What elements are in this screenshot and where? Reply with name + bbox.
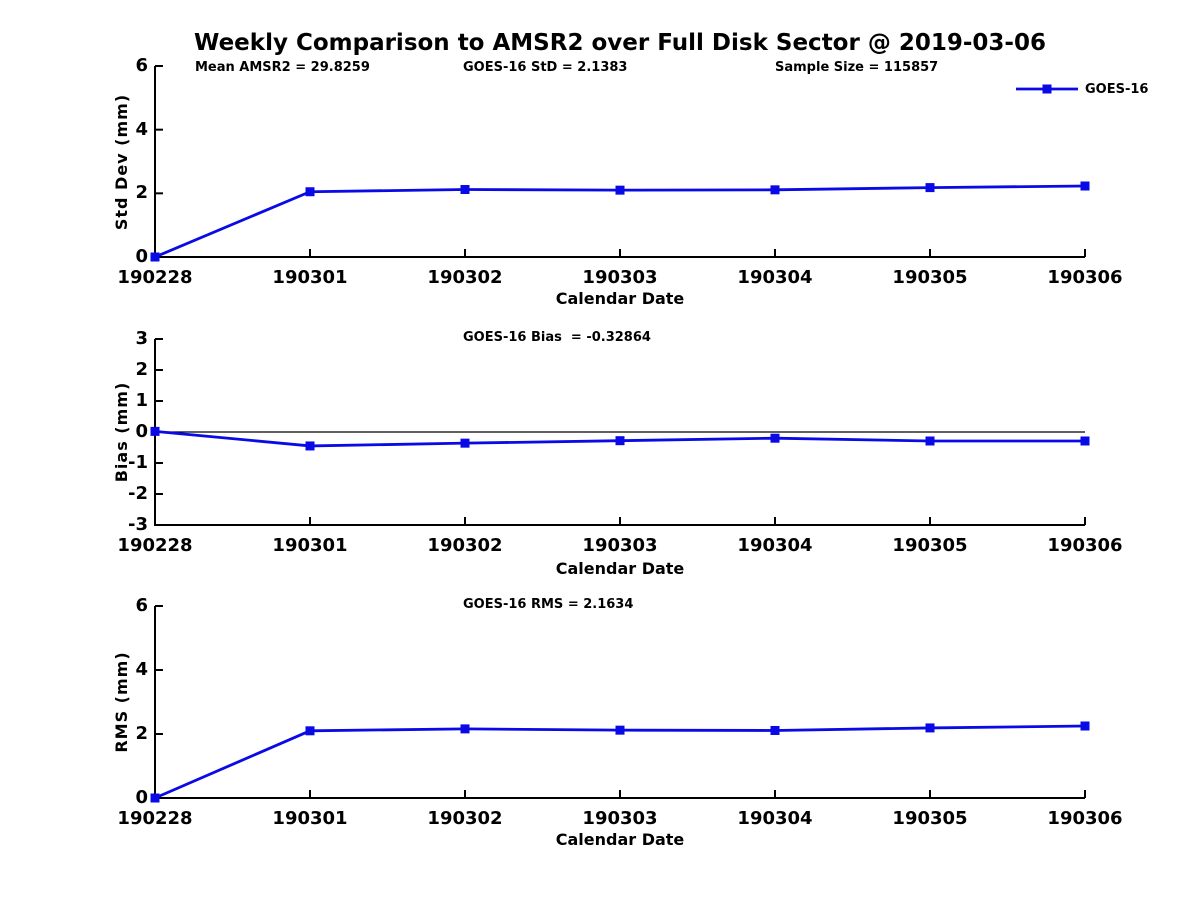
x-tick-label: 190301 [272,808,348,829]
data-point-marker [305,726,315,736]
y-tick-label: 6 [135,55,148,76]
data-point-marker [150,793,160,803]
data-point-marker [770,725,780,735]
annotation-mean-amsr2: Mean AMSR2 = 29.8259 [195,60,370,75]
x-tick-label: 190302 [427,808,503,829]
data-point-marker [925,183,935,193]
data-point-marker [925,723,935,733]
x-tick-label: 190303 [582,535,658,556]
x-tick-label: 190228 [117,267,193,288]
x-tick-label: 190305 [892,808,968,829]
x-tick-label: 190303 [582,808,658,829]
y-tick-label: 4 [135,118,148,140]
axis-spines [154,606,1085,799]
x-tick-label: 190305 [892,535,968,556]
x-axis-label-calendar-date: Calendar Date [555,830,685,849]
x-tick-label: 190304 [737,535,813,556]
y-tick-label: 0 [135,787,148,808]
x-tick-label: 190306 [1047,808,1123,829]
annotation-goes16-bias: GOES-16 Bias = -0.32864 [463,330,651,345]
y-tick-label: 3 [135,328,148,349]
data-point-marker [460,438,470,448]
x-tick-label: 190305 [892,267,968,288]
y-tick-label: 4 [135,659,148,680]
x-tick-label: 190302 [427,535,503,556]
y-tick-label: -3 [128,514,148,535]
data-point-marker [770,185,780,195]
annotation-sample-size: Sample Size = 115857 [775,60,939,75]
y-tick-label: 6 [135,595,148,616]
y-tick-label: 2 [135,359,148,380]
annotation-goes16-rms: GOES-16 RMS = 2.1634 [463,597,634,612]
data-point-marker [615,725,625,735]
data-point-marker [770,433,780,443]
data-point-marker [1080,436,1090,446]
data-line [154,724,1086,800]
data-point-marker [1080,721,1090,731]
legend-label: GOES-16 [1085,82,1149,97]
data-point-marker [460,185,470,195]
data-point-marker [305,187,315,197]
y-tick-label: 1 [135,390,148,411]
data-point-marker [615,185,625,195]
legend-marker [1042,84,1052,94]
y-tick-label: 2 [135,182,148,204]
x-axis-label-calendar-date: Calendar Date [555,289,685,308]
x-tick-label: 190228 [117,808,193,829]
x-tick-label: 190228 [117,535,193,556]
figure-title: Weekly Comparison to AMSR2 over Full Dis… [194,30,1046,56]
annotation-goes16-std: GOES-16 StD = 2.1383 [463,60,628,75]
data-point-marker [1080,181,1090,191]
y-tick-label: -1 [128,452,148,473]
data-point-marker [925,436,935,446]
x-tick-label: 190301 [272,535,348,556]
data-point-marker [615,436,625,446]
data-point-marker [460,724,470,734]
x-tick-label: 190306 [1047,267,1123,288]
data-point-marker [150,252,160,262]
x-tick-label: 190304 [737,808,813,829]
axis-spines [154,66,1085,258]
x-tick-label: 190304 [737,267,813,288]
x-tick-label: 190302 [427,267,503,288]
x-tick-label: 190301 [272,267,348,288]
y-tick-label: -2 [128,483,148,504]
data-point-marker [150,426,160,436]
x-axis-label-calendar-date: Calendar Date [555,559,685,578]
data-line [154,184,1086,259]
y-tick-label: 0 [135,246,148,267]
x-tick-label: 190306 [1047,535,1123,556]
y-tick-label: 0 [135,421,148,442]
y-tick-label: 2 [135,723,148,744]
x-tick-label: 190303 [582,267,658,288]
data-point-marker [305,441,315,451]
